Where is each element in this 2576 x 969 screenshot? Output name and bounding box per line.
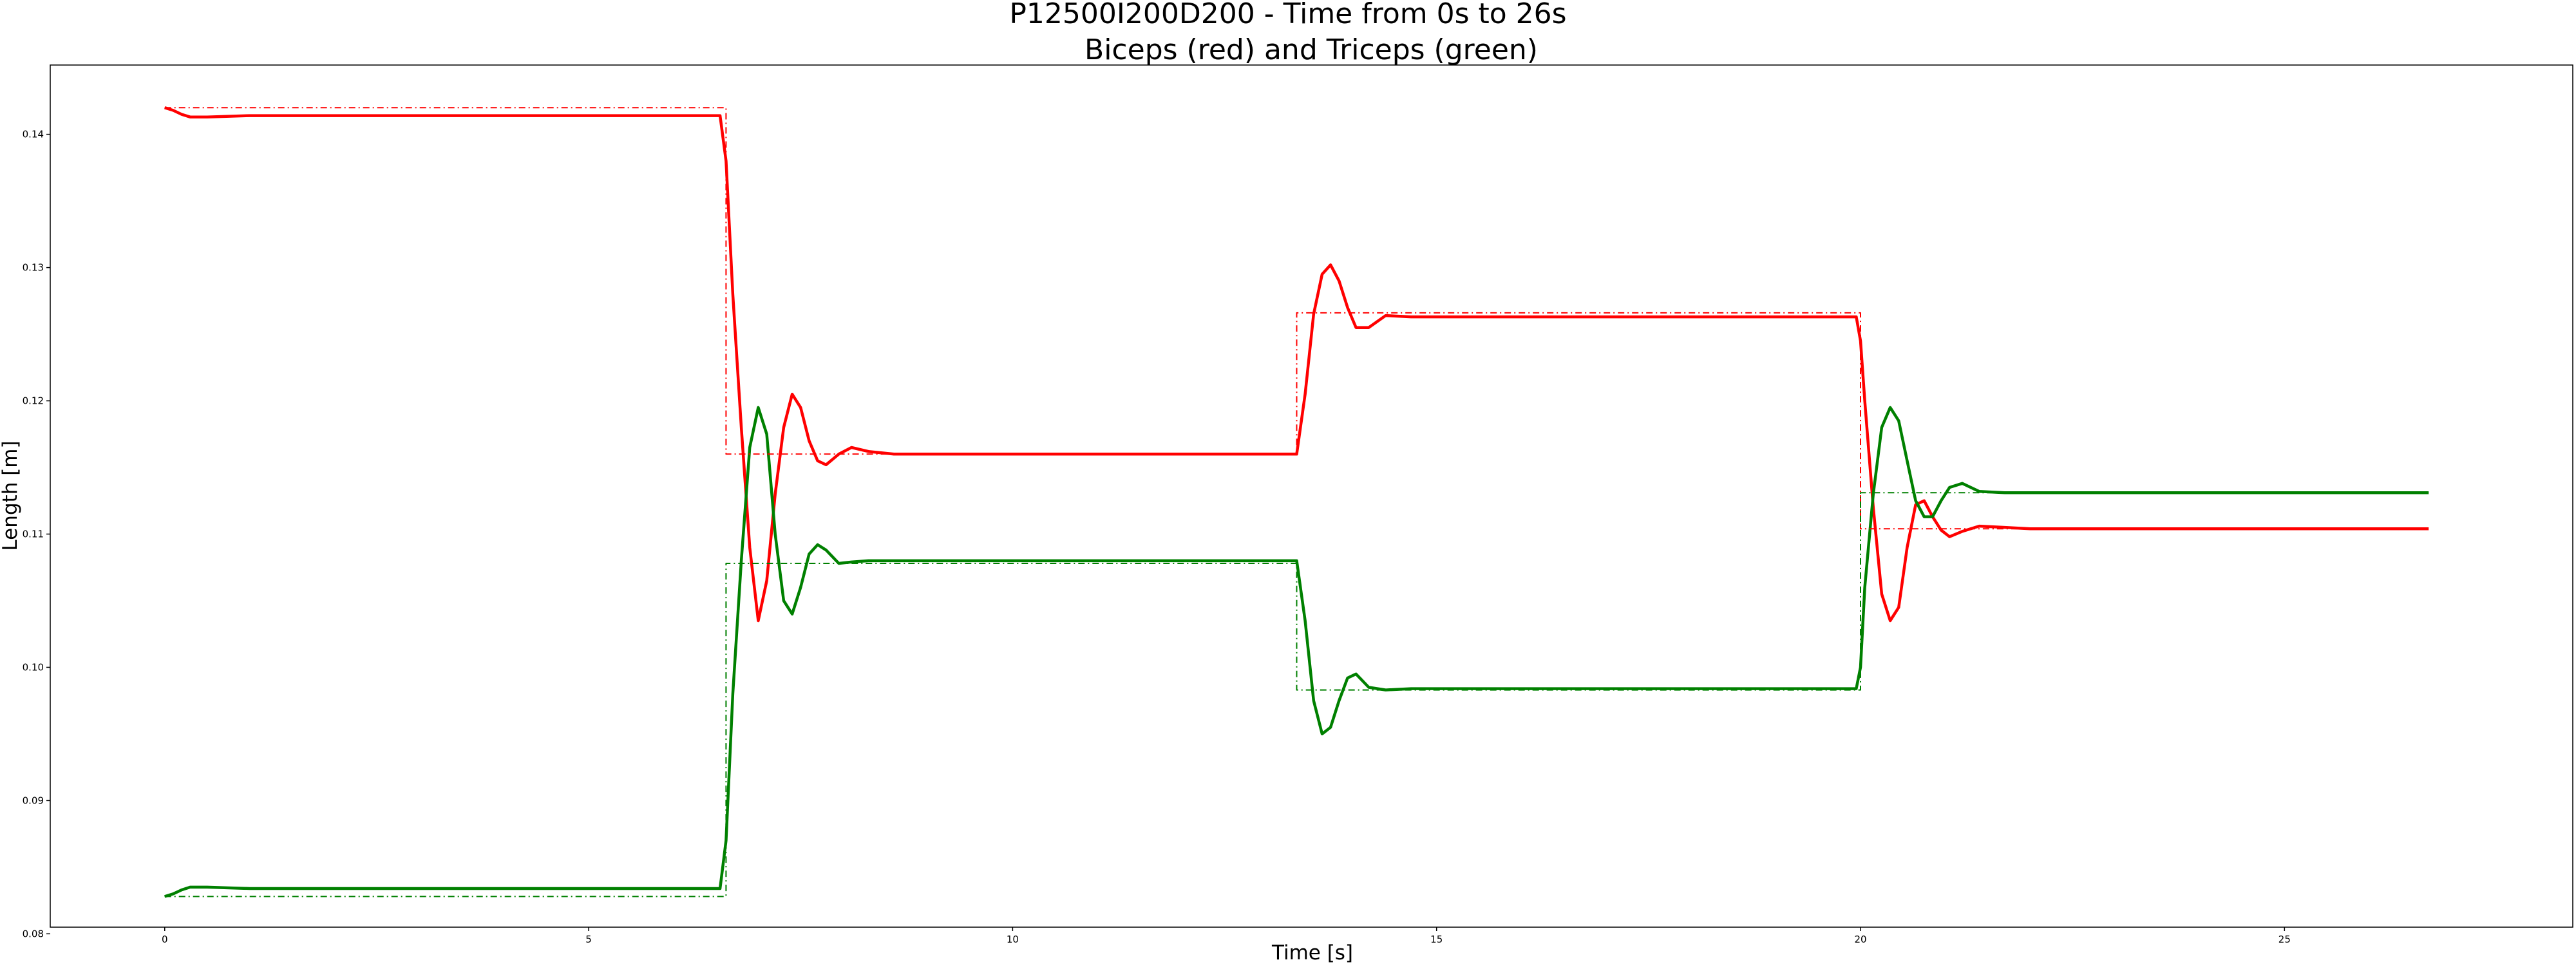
y-ticks: 0.08 0.09 0.10 0.11 0.12 0.13 0.14: [23, 129, 50, 939]
y-tick-label: 0.10: [23, 661, 44, 673]
y-tick-label: 0.14: [23, 129, 44, 140]
x-tick-label: 25: [2278, 934, 2291, 945]
y-axis-title: Length [m]: [0, 440, 22, 550]
series-line-1: [164, 406, 2429, 898]
y-tick-label: 0.08: [23, 928, 44, 939]
x-tick-label: 5: [585, 934, 592, 945]
y-tick-label: 0.13: [23, 262, 44, 274]
y-tick-label: 0.11: [23, 528, 44, 540]
y-tick-label: 0.09: [23, 795, 44, 806]
chart-title: P12500I200D200 - Time from 0s to 26s: [1009, 0, 1566, 30]
x-axis-title: Time [s]: [1271, 941, 1353, 964]
plot-area-frame: [50, 64, 2573, 928]
series-layer: [164, 106, 2429, 898]
x-ticks: 0 5 10 15 20 25: [162, 927, 2291, 945]
chart-subtitle: Biceps (red) and Triceps (green): [1084, 33, 1538, 66]
x-tick-label: 0: [162, 934, 168, 945]
series-line-0: [164, 106, 2429, 623]
x-tick-label: 15: [1430, 934, 1443, 945]
x-tick-label: 20: [1854, 934, 1866, 945]
series-line-2: [164, 107, 2429, 530]
x-tick-label: 10: [1007, 934, 1019, 945]
y-tick-label: 0.12: [23, 395, 44, 407]
series-line-3: [164, 492, 2429, 898]
